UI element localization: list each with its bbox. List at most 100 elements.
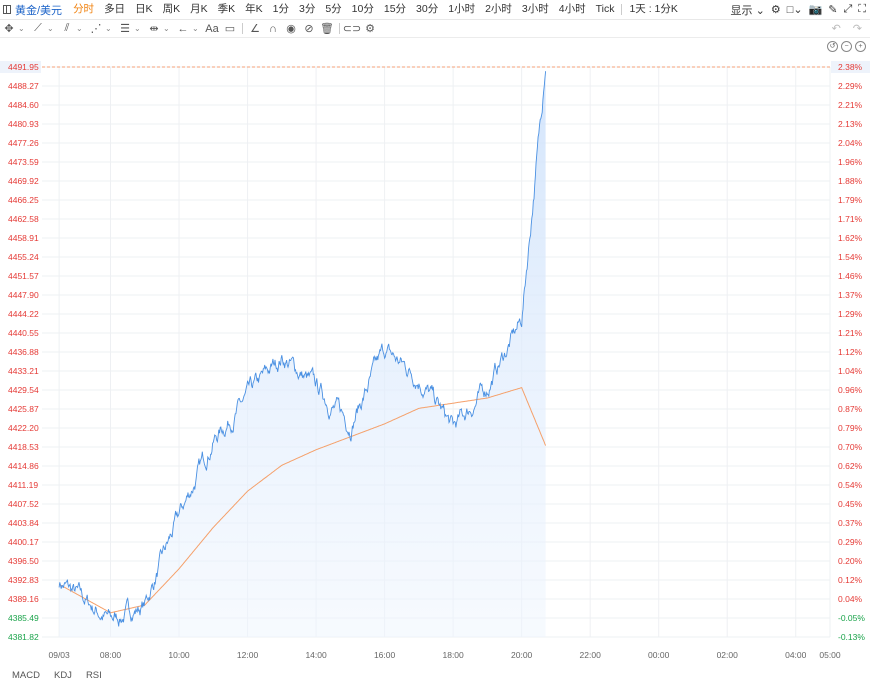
pattern-tool-icon[interactable]: ⋰ [90,23,102,35]
undo-icon[interactable]: ↶ [831,23,841,35]
camera-icon[interactable]: 📷 [808,4,823,16]
measure-tool-icon[interactable]: ⇹ [149,23,159,35]
y-tick-left: 4407.52 [8,499,39,509]
redo-icon[interactable]: ↷ [852,23,862,35]
arrow-tool-icon[interactable]: ← [177,22,189,35]
comment-icon[interactable]: ▭ [224,23,236,35]
tab-timeframe[interactable]: 4小时 [558,3,586,15]
tab-timeframe[interactable]: 5分 [325,3,342,15]
y-tick-left: 4396.50 [8,556,39,566]
tab-timeframe[interactable]: 季K [217,3,236,15]
y-tick-right: 1.96% [838,157,863,167]
divider [242,23,243,34]
reset-icon[interactable]: ↺ [827,41,838,52]
y-tick-left: 4451.57 [8,271,39,281]
divider [339,23,340,34]
y-tick-left: 4455.24 [8,252,39,262]
tab-timeframe[interactable]: 1分 [272,3,289,15]
y-tick-right: 0.45% [838,499,863,509]
timeframe-tabs: 分时 多日 日K 周K 月K 季K 年K 1分 3分 5分 10分 15分 30分 1小时 2小时 3小时 4小… [68,0,683,19]
tab-timeframe[interactable]: 15分 [383,3,407,15]
right-toolbar: 显示 ⌄ ⚙ □⌄ 📷 ✎ ⤢ ⛶ [731,0,866,19]
tab-timeframe[interactable]: 30分 [416,3,439,15]
y-tick-right: 1.29% [838,309,863,319]
line-tool-icon[interactable]: ⟋ [34,22,42,34]
tab-timeframe[interactable]: 周K [162,3,181,15]
eye-icon[interactable]: ◉ [286,23,296,35]
tab-macd[interactable]: MACD [12,670,40,681]
magnet-icon[interactable]: ∩ [269,22,277,35]
y-tick-right: 0.20% [838,556,863,566]
x-tick-label: 14:00 [305,650,327,660]
y-tick-left: 4425.87 [8,404,39,414]
tab-timeframe[interactable]: Tick [595,3,615,15]
y-tick-left: 4436.88 [8,347,39,357]
symbol-selector[interactable]: 黄金/美元 [0,2,62,18]
x-tick-label: 16:00 [374,650,396,660]
x-tick-label: 02:00 [717,650,739,660]
layout-icon[interactable]: □⌄ [786,4,803,16]
gear-icon[interactable]: ⚙ [770,4,781,16]
y-tick-left: 4480.93 [8,119,39,129]
pen-icon[interactable]: ✎ [828,4,838,16]
zoom-in-icon[interactable]: + [855,41,866,52]
tab-timeframe[interactable]: 多日 [104,3,126,15]
y-tick-left: 4462.58 [8,214,39,224]
y-tick-right: 1.88% [838,176,863,186]
tab-timeframe[interactable]: 2小时 [485,3,512,15]
y-tick-right: 1.37% [838,290,863,300]
current-price-box [0,61,41,73]
x-tick-label: 04:00 [785,650,807,660]
chevron-down-icon: ⌄ [76,24,83,33]
chevron-down-icon: ⌄ [192,24,199,33]
tab-timeframe[interactable]: 3小时 [521,3,549,15]
display-label: 显示 [730,4,753,17]
crosshair-icon[interactable]: ✥ [4,23,14,35]
symbol-label[interactable]: 黄金/美元 [15,4,63,17]
chevron-down-icon: ⌄ [755,4,765,17]
y-tick-right: 1.54% [838,252,863,262]
y-tick-right: 0.54% [838,480,863,490]
tab-timeframe[interactable]: 3分 [298,3,316,15]
divider [621,4,623,15]
price-area [59,71,546,637]
y-tick-left: 4484.60 [8,100,39,110]
drawing-toolbar: ✥ ⌄ ⟋ ⌄ ⫽ ⌄ ⋰ ⌄ ☰ ⌄ ⇹ ⌄ ← ⌄ Aa ▭ ∠ ∩ ◉ ⊘ 🗑 ⊂⊃ ⚙ [0,20,870,38]
tab-rsi[interactable]: RSI [85,670,102,681]
fullscreen-icon[interactable]: ⤢ [843,3,853,15]
hide-icon[interactable]: ⊘ [304,23,314,35]
settings-icon[interactable]: ⚙ [365,23,375,35]
expand-icon[interactable]: ⛶ [858,3,866,15]
y-tick-right: 1.62% [838,233,863,243]
link-icon[interactable]: ⊂⊃ [342,23,362,35]
tab-timeframe[interactable]: 10分 [351,3,374,15]
channel-tool-icon[interactable]: ⫽ [64,22,70,34]
chevron-down-icon: ⌄ [134,24,141,33]
x-tick-label: 18:00 [442,650,464,660]
tab-timeframe[interactable]: 1小时 [448,3,476,15]
tab-timeframe[interactable]: 年K [245,3,263,15]
tab-timeframe[interactable]: 分时 [73,3,95,15]
text-tool-icon[interactable]: Aa [205,22,219,35]
panel-toggle-icon[interactable] [3,5,11,14]
tab-timeframe[interactable]: 1天 : 1分K [629,3,678,15]
tab-kdj[interactable]: KDJ [53,670,72,681]
y-tick-right: 1.12% [838,347,863,357]
current-percent-box [831,61,870,73]
angle-icon[interactable]: ∠ [250,23,260,35]
y-tick-right: 0.29% [838,537,863,547]
chevron-down-icon: ⌄ [47,24,54,33]
display-menu[interactable]: 显示 ⌄ [731,2,765,18]
fib-tool-icon[interactable]: ☰ [120,23,130,35]
y-tick-left: 4411.19 [8,480,38,490]
y-tick-right: 2.29% [838,81,863,91]
top-toolbar: 黄金/美元 分时 多日 日K 周K 月K 季K 年K 1分 3分 5分 10分 15分 30分 1小时 2小… [0,0,870,20]
tab-timeframe[interactable]: 月K [190,3,208,15]
price-chart[interactable]: 4491.95 2.38% 4488.27 2.29% 4484.60 2.21% 4480… [0,55,870,670]
y-tick-right: 1.04% [838,366,863,376]
tab-timeframe[interactable]: 日K [135,3,153,15]
y-tick-right: 0.96% [838,385,863,395]
trash-icon[interactable]: 🗑 [320,23,334,35]
y-tick-left: 4447.90 [8,290,39,300]
zoom-out-icon[interactable]: − [841,41,852,52]
